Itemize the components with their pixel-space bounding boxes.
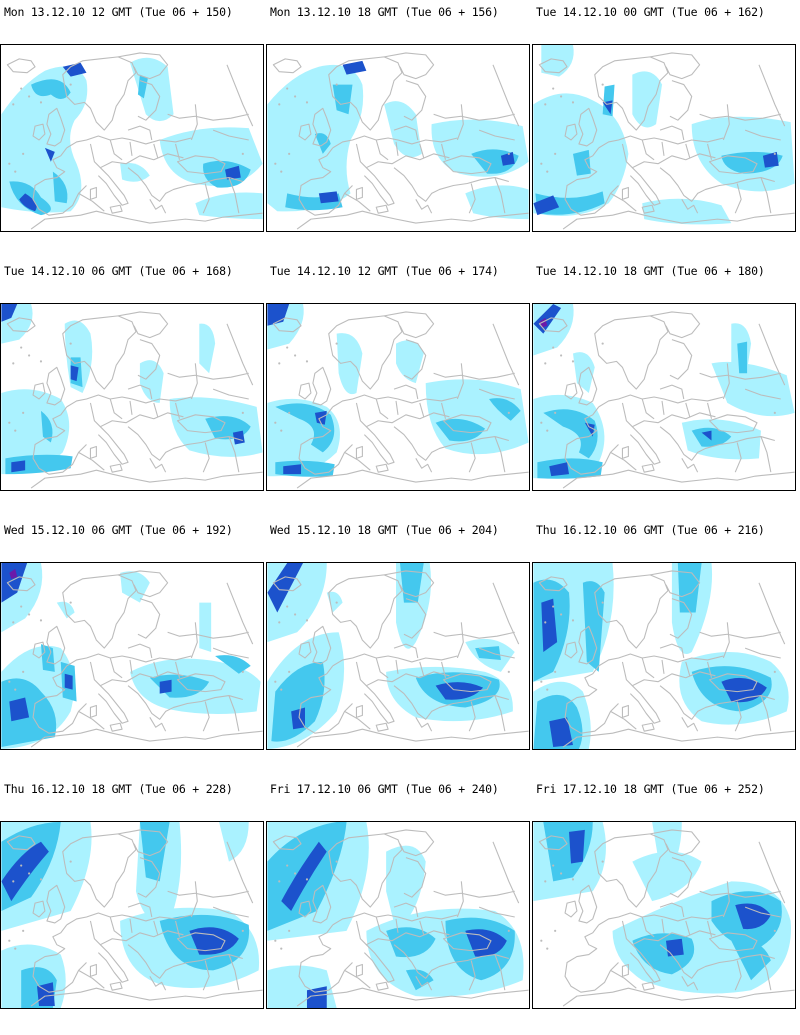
precipitation-map bbox=[0, 821, 264, 1009]
panel-title: Tue 14.12.10 06 GMT (Tue 06 + 168) bbox=[4, 264, 233, 278]
precipitation-map bbox=[266, 44, 530, 232]
panel-title: Wed 15.12.10 18 GMT (Tue 06 + 204) bbox=[270, 523, 499, 537]
precip-light bbox=[533, 45, 795, 225]
precip-mid bbox=[537, 341, 748, 479]
panel-title: Mon 13.12.10 18 GMT (Tue 06 + 156) bbox=[270, 5, 499, 19]
map-canvas bbox=[533, 304, 795, 489]
panel-title: Tue 14.12.10 12 GMT (Tue 06 + 174) bbox=[270, 264, 499, 278]
map-canvas bbox=[267, 563, 529, 749]
panel-title: Fri 17.12.10 18 GMT (Tue 06 + 252) bbox=[536, 782, 765, 796]
precip-heavy bbox=[533, 100, 779, 216]
panel-title: Tue 14.12.10 00 GMT (Tue 06 + 162) bbox=[536, 5, 765, 19]
precip-light bbox=[267, 64, 529, 220]
map-canvas bbox=[267, 52, 529, 230]
forecast-row-2: Tue 14.12.10 06 GMT (Tue 06 + 168) Tue 1… bbox=[0, 259, 800, 517]
precip-heavy bbox=[1, 304, 245, 473]
map-canvas bbox=[267, 822, 529, 1008]
panel-title: Fri 17.12.10 06 GMT (Tue 06 + 240) bbox=[270, 782, 499, 796]
panel-title: Mon 13.12.10 12 GMT (Tue 06 + 150) bbox=[4, 5, 233, 19]
precipitation-map bbox=[266, 821, 530, 1009]
precipitation-map bbox=[532, 562, 796, 750]
precip-extreme bbox=[9, 568, 18, 579]
precip-light bbox=[1, 304, 263, 475]
map-canvas bbox=[1, 563, 263, 749]
forecast-row-3: Wed 15.12.10 06 GMT (Tue 06 + 192) Wed 1… bbox=[0, 518, 800, 776]
precip-heavy bbox=[1, 563, 172, 722]
precip-heavy bbox=[267, 563, 484, 730]
precipitation-map bbox=[532, 303, 796, 491]
precip-heavy bbox=[1, 841, 239, 1007]
map-canvas bbox=[533, 45, 795, 230]
precipitation-map bbox=[532, 821, 796, 1009]
map-canvas bbox=[533, 822, 795, 1007]
precip-light bbox=[533, 304, 795, 479]
precipitation-map bbox=[532, 44, 796, 232]
precipitation-map bbox=[0, 44, 264, 232]
map-canvas bbox=[1, 52, 263, 230]
precipitation-map bbox=[0, 303, 264, 491]
precip-heavy bbox=[569, 829, 771, 957]
precip-heavy bbox=[318, 60, 515, 204]
forecast-row-4: Thu 16.12.10 18 GMT (Tue 06 + 228) Fri 1… bbox=[0, 777, 800, 1035]
panel-title: Tue 14.12.10 18 GMT (Tue 06 + 180) bbox=[536, 264, 765, 278]
map-canvas bbox=[1, 822, 263, 1008]
map-canvas bbox=[267, 304, 529, 489]
panel-title: Thu 16.12.10 06 GMT (Tue 06 + 216) bbox=[536, 523, 765, 537]
precip-heavy bbox=[533, 304, 712, 477]
map-canvas bbox=[533, 563, 795, 749]
panel-title: Wed 15.12.10 06 GMT (Tue 06 + 192) bbox=[4, 523, 233, 537]
precipitation-map bbox=[266, 303, 530, 491]
precip-heavy bbox=[19, 62, 241, 212]
precipitation-map bbox=[0, 562, 264, 750]
precipitation-map bbox=[266, 562, 530, 750]
forecast-row-1: Mon 13.12.10 12 GMT (Tue 06 + 150) Mon 1… bbox=[0, 0, 800, 258]
map-canvas bbox=[1, 304, 263, 489]
panel-title: Thu 16.12.10 18 GMT (Tue 06 + 228) bbox=[4, 782, 233, 796]
precip-light bbox=[267, 304, 529, 477]
